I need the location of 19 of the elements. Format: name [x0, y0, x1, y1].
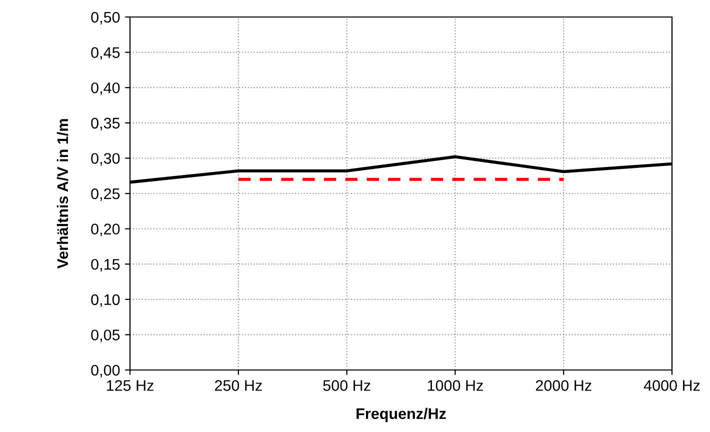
x-tick-label: 4000 Hz — [644, 380, 700, 391]
y-tick-label: 0,15 — [91, 258, 120, 272]
y-tick-label: 0,20 — [91, 224, 120, 236]
y-tick-label: 0,50 — [91, 12, 120, 24]
y-tick-label: 0,40 — [91, 82, 120, 96]
y-tick-label: 0,10 — [91, 294, 120, 307]
y-tick-label: 0,30 — [91, 153, 120, 166]
x-tick-label: 125 Hz — [106, 380, 154, 391]
x-tick-label: 250 Hz — [214, 380, 262, 391]
y-tick-label: 0,00 — [91, 364, 120, 378]
y-tick-label: 0,35 — [91, 118, 120, 130]
y-tick-label: 0,25 — [91, 188, 120, 201]
x-axis-title: Frequenz/Hz — [356, 408, 446, 422]
x-tick-label: 1000 Hz — [428, 380, 483, 391]
x-tick-label: 2000 Hz — [536, 380, 592, 391]
y-tick-label: 0,45 — [91, 47, 120, 60]
y-axis-title: Verhältnis A/V in 1/m — [56, 119, 68, 269]
y-tick-label: 0,05 — [91, 330, 120, 342]
x-tick-label: 500 Hz — [323, 380, 370, 391]
